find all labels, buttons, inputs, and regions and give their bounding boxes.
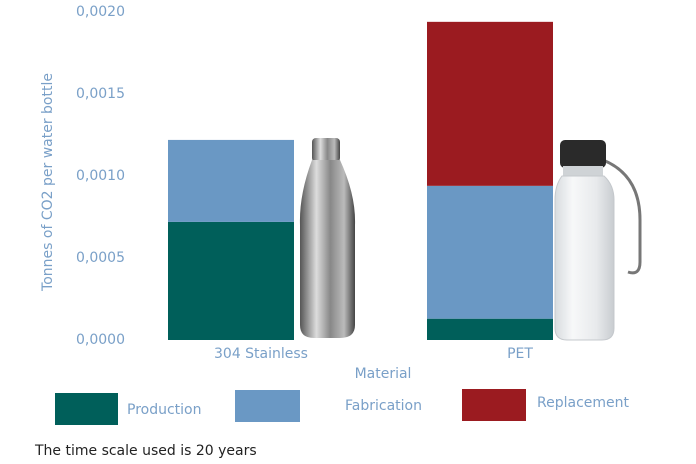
x-tick-label: PET [507,346,533,362]
steel-bottle [299,138,356,338]
legend-swatch [235,390,300,422]
y-axis-label: Tonnes of CO2 per water bottle [40,73,56,292]
bar [168,221,294,340]
x-axis-label: Material [355,366,412,382]
bar [427,185,553,319]
note: The time scale used is 20 years [34,443,257,459]
legend-swatch [55,393,118,425]
y-tick-label: 0,0015 [76,86,125,102]
bar [427,21,553,186]
y-tick-label: 0,0010 [76,168,125,184]
legend-label: Replacement [537,395,630,411]
legend-swatch [462,389,526,421]
y-tick-label: 0,0020 [76,4,125,20]
pet-bottle [554,140,642,341]
bar [427,318,553,340]
y-tick-label: 0,0000 [76,332,125,348]
legend-label: Production [127,402,201,418]
x-tick-label: 304 Stainless [214,346,308,362]
bar [168,139,294,222]
legend-label: Fabrication [345,398,422,414]
y-tick-label: 0,0005 [76,250,125,266]
